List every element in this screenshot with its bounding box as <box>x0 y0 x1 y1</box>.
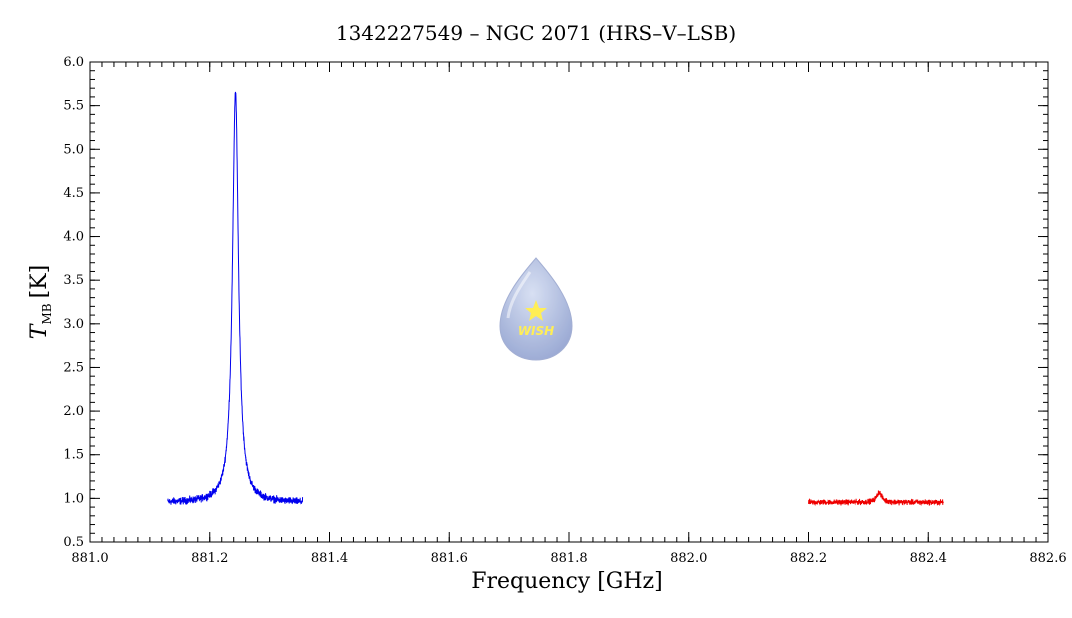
x-tick-label: 881.0 <box>71 551 108 566</box>
y-tick-label: 3.0 <box>63 317 84 332</box>
y-axis-label-sub: MB <box>40 303 54 324</box>
x-tick-labels: 881.0 881.2 881.4 881.6 881.8 882.0 882.2 882.4… <box>71 551 1066 566</box>
y-axis-label: TMB [K] <box>27 265 54 339</box>
series-line-1 <box>167 91 304 505</box>
y-tick-label: 5.5 <box>63 99 84 114</box>
y-tick-label: 1.0 <box>63 491 84 506</box>
x-tick-label: 881.8 <box>550 551 587 566</box>
y-tick-label: 4.0 <box>63 230 84 245</box>
plot-area <box>167 91 944 507</box>
series-line-2 <box>808 490 944 507</box>
x-tick-label: 882.6 <box>1029 551 1066 566</box>
y-axis-label-unit: [K] <box>27 265 52 299</box>
y-tick-label: 2.5 <box>63 360 84 375</box>
x-tick-label: 882.0 <box>670 551 707 566</box>
y-tick-label: 5.0 <box>63 142 84 157</box>
x-tick-label: 882.2 <box>790 551 827 566</box>
y-tick-label: 4.5 <box>63 186 84 201</box>
x-tick-label: 881.2 <box>191 551 228 566</box>
wish-logo: WISH <box>499 257 573 361</box>
y-tick-label: 1.5 <box>63 448 84 463</box>
chart-title: 1342227549 – NGC 2071 (HRS–V–LSB) <box>336 21 736 45</box>
y-tick-label: 0.5 <box>63 535 84 550</box>
star-icon <box>525 300 547 321</box>
y-tick-label: 3.5 <box>63 273 84 288</box>
y-tick-label: 6.0 <box>63 55 84 70</box>
axis-ticks <box>89 61 1049 543</box>
x-tick-label: 881.4 <box>311 551 348 566</box>
y-tick-label: 2.0 <box>63 404 84 419</box>
plot-frame <box>89 61 1049 543</box>
x-tick-label: 881.6 <box>431 551 468 566</box>
y-tick-labels: 0.5 1.0 1.5 2.0 2.5 3.0 3.5 4.0 4.5 5.0 5.5 6.0 <box>63 55 84 550</box>
y-axis-label-main: T <box>27 322 52 339</box>
x-axis-label: Frequency [GHz] <box>471 569 663 594</box>
logo-text: WISH <box>518 324 554 338</box>
x-tick-label: 882.4 <box>910 551 947 566</box>
svg-text:TMB[K]: TMB [K] <box>27 265 54 339</box>
